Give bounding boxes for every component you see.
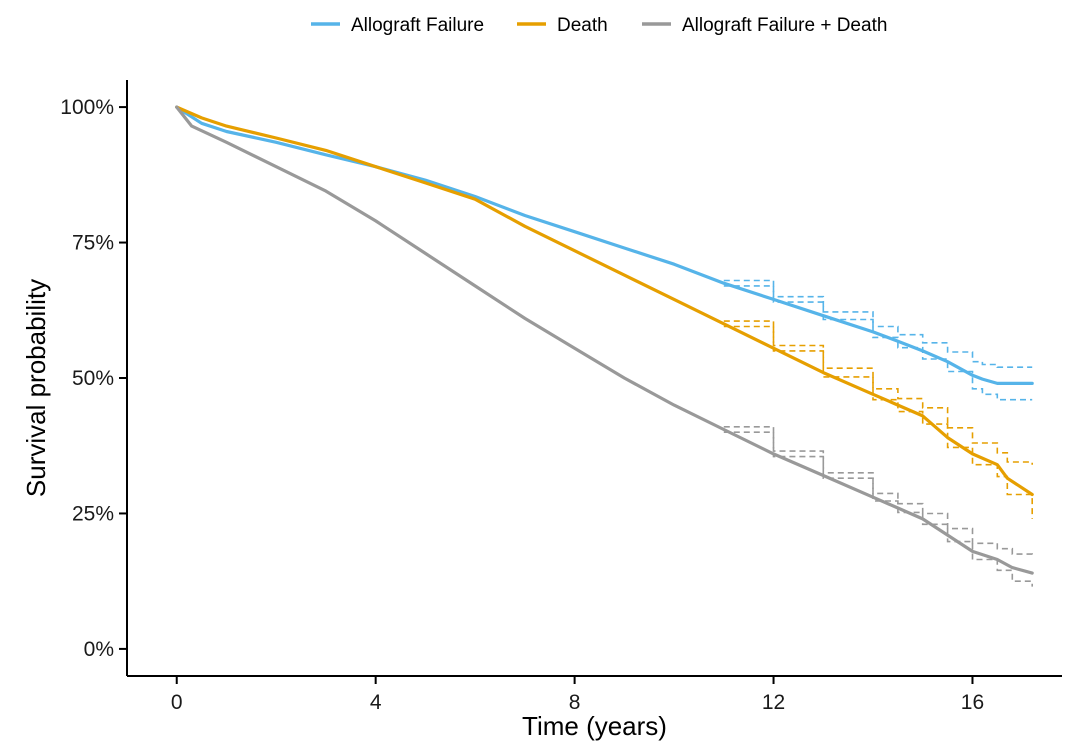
x-tick-label: 12 xyxy=(762,691,785,714)
x-tick-label: 0 xyxy=(171,691,183,714)
legend-label-death: Death xyxy=(557,15,608,36)
allograft-failure-death-ci-upper xyxy=(723,426,1033,557)
x-tick-label: 16 xyxy=(961,691,984,714)
allograft-failure-death-curve xyxy=(175,105,1034,575)
legend-label-allograft-failure-death: Allograft Failure + Death xyxy=(682,15,887,36)
x-axis-ticks: 0 4 8 12 16 xyxy=(171,676,984,714)
allograft-failure-ci-lower xyxy=(723,285,1033,401)
x-tick-label: 4 xyxy=(370,691,382,714)
allograft-failure-death-ci-lower xyxy=(723,431,1033,587)
y-tick-label: 25% xyxy=(72,502,114,525)
allograft-failure-ci-upper xyxy=(723,279,1033,368)
y-tick-label: 50% xyxy=(72,367,114,390)
y-tick-label: 0% xyxy=(84,638,114,661)
y-tick-label: 100% xyxy=(60,96,114,119)
death-ci-lower xyxy=(723,325,1033,519)
death-ci-upper xyxy=(723,320,1033,465)
confidence-bands xyxy=(723,279,1033,587)
axes: 0 4 8 12 16 0% 25% 50% 75% 100% xyxy=(60,80,1062,714)
death-curve xyxy=(175,105,1034,497)
x-tick-label: 8 xyxy=(569,691,581,714)
y-tick-label: 75% xyxy=(72,232,114,255)
legend-label-allograft-failure: Allograft Failure xyxy=(351,15,484,36)
allograft-failure-curve xyxy=(175,105,1034,385)
y-axis-title: Survival probability xyxy=(21,279,51,497)
legend: Allograft Failure Death Allograft Failure … xyxy=(311,15,887,36)
y-axis-ticks: 0% 25% 50% 75% 100% xyxy=(60,96,127,661)
x-axis-title: Time (years) xyxy=(522,711,667,741)
survival-curves xyxy=(175,105,1034,575)
